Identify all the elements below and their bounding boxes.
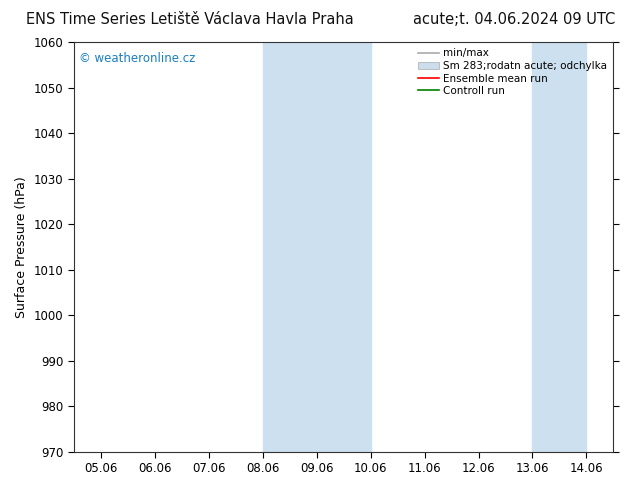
Y-axis label: Surface Pressure (hPa): Surface Pressure (hPa)	[15, 176, 28, 318]
Text: © weatheronline.cz: © weatheronline.cz	[79, 52, 195, 65]
Text: ENS Time Series Letiště Václava Havla Praha: ENS Time Series Letiště Václava Havla Pr…	[27, 12, 354, 27]
Legend: min/max, Sm 283;rodatn acute; odchylka, Ensemble mean run, Controll run: min/max, Sm 283;rodatn acute; odchylka, …	[414, 44, 611, 100]
Bar	[262, 42, 370, 452]
Bar	[533, 42, 586, 452]
Text: acute;t. 04.06.2024 09 UTC: acute;t. 04.06.2024 09 UTC	[413, 12, 615, 27]
